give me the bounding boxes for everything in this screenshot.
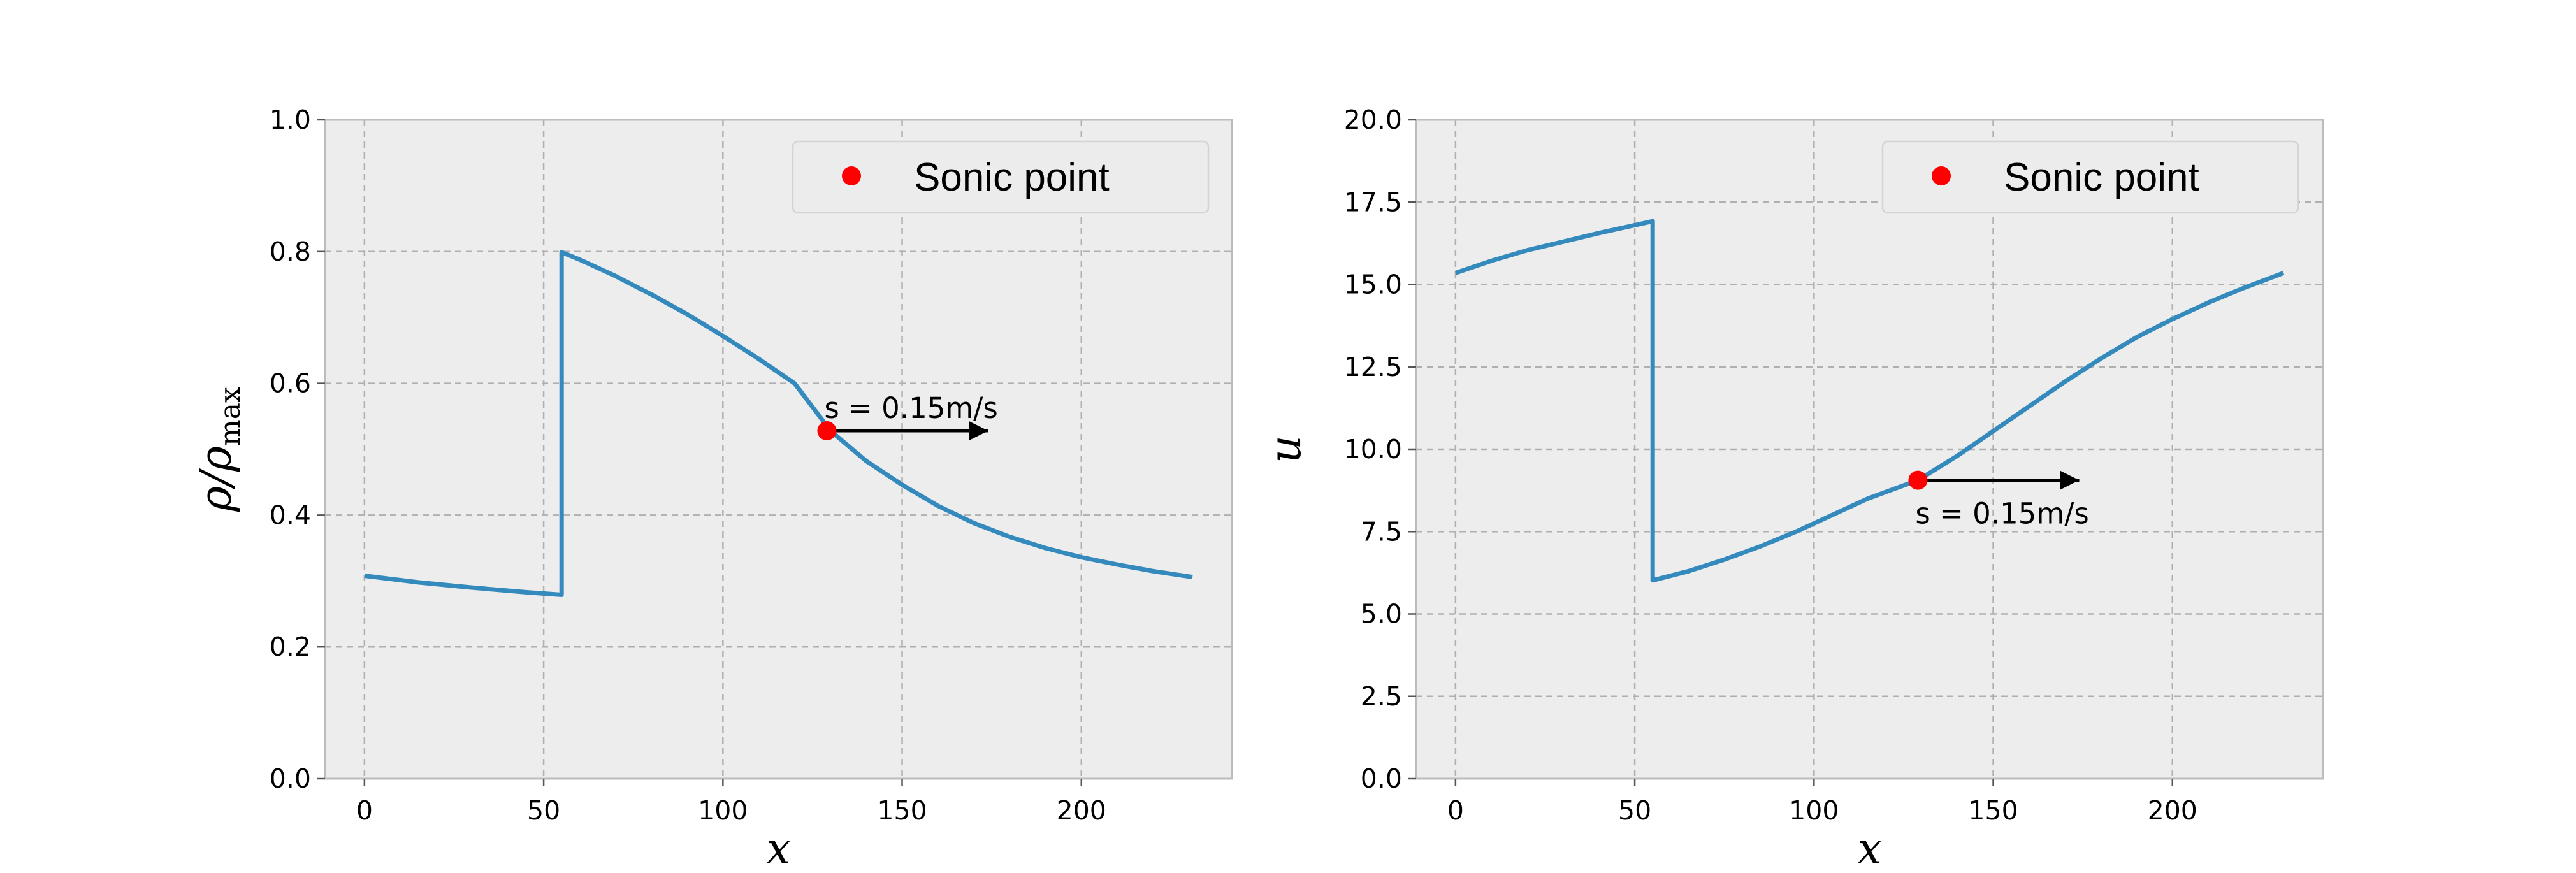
y-tick-label: 12.5 xyxy=(1344,352,1402,382)
x-tick-label: 200 xyxy=(1057,795,1106,826)
legend: Sonic point xyxy=(792,140,1210,214)
x-tick-label: 0 xyxy=(1447,795,1464,826)
y-tick-label: 0.0 xyxy=(270,763,311,794)
legend-marker xyxy=(842,166,861,185)
x-tick-label: 50 xyxy=(1618,795,1651,826)
x-tick-label: 150 xyxy=(877,795,927,826)
series-line-1 xyxy=(1454,219,2285,583)
x-tick-label: 50 xyxy=(527,795,560,826)
legend-box xyxy=(792,140,1210,214)
y-tick-label: 2.5 xyxy=(1361,681,1402,712)
sonic-point-marker xyxy=(1908,470,1928,490)
x-tick-label: 0 xyxy=(356,795,373,826)
chart-panel-1: 0 50 100 150 200 0.0 0.2 0.4 0.6 0.8 1.0 x ρ/ρmax s =… xyxy=(191,105,1233,873)
y-tick-label: 10.0 xyxy=(1344,434,1402,465)
chart-panel-2: 0 50 100 150 200 0.0 2.5 5.0 7.5 10.0 12.5 15.0 17.5… xyxy=(1261,105,2324,873)
legend-marker xyxy=(1932,166,1951,185)
legend-label: Sonic point xyxy=(2004,155,2199,199)
speed-annotation: s = 0.15m/s xyxy=(824,391,997,425)
y-tick-label: 0.0 xyxy=(1361,763,1402,794)
x-tick-label: 100 xyxy=(698,795,748,826)
x-tick-label: 200 xyxy=(2148,795,2197,826)
y-tick-label: 0.8 xyxy=(270,236,311,267)
x-axis-label: x xyxy=(1857,824,1881,873)
y-axis-label: u xyxy=(1261,435,1311,463)
x-axis-label: x xyxy=(766,824,790,873)
speed-annotation: s = 0.15m/s xyxy=(1915,497,2088,531)
y-tick-label: 20.0 xyxy=(1344,105,1402,135)
legend-label: Sonic point xyxy=(914,155,1110,199)
sonic-point-marker xyxy=(817,421,837,441)
y-tick-label: 0.4 xyxy=(270,500,311,530)
y-axis-label: ρ/ρmax xyxy=(191,387,247,512)
y-tick-label: 15.0 xyxy=(1344,270,1402,300)
series-line-1 xyxy=(364,250,1193,597)
y-tick-label: 7.5 xyxy=(1361,516,1402,547)
plot-area xyxy=(325,120,1232,779)
y-tick-label: 17.5 xyxy=(1344,187,1402,217)
x-tick-label: 100 xyxy=(1789,795,1839,826)
legend: Sonic point xyxy=(1881,140,2299,214)
y-tick-label: 0.2 xyxy=(270,631,311,662)
y-tick-label: 5.0 xyxy=(1361,599,1402,630)
y-tick-label: 0.6 xyxy=(270,368,311,399)
y-tick-label: 1.0 xyxy=(270,105,311,135)
plot-frame xyxy=(324,119,1233,780)
legend-box xyxy=(1881,140,2299,214)
x-tick-label: 150 xyxy=(1968,795,2018,826)
